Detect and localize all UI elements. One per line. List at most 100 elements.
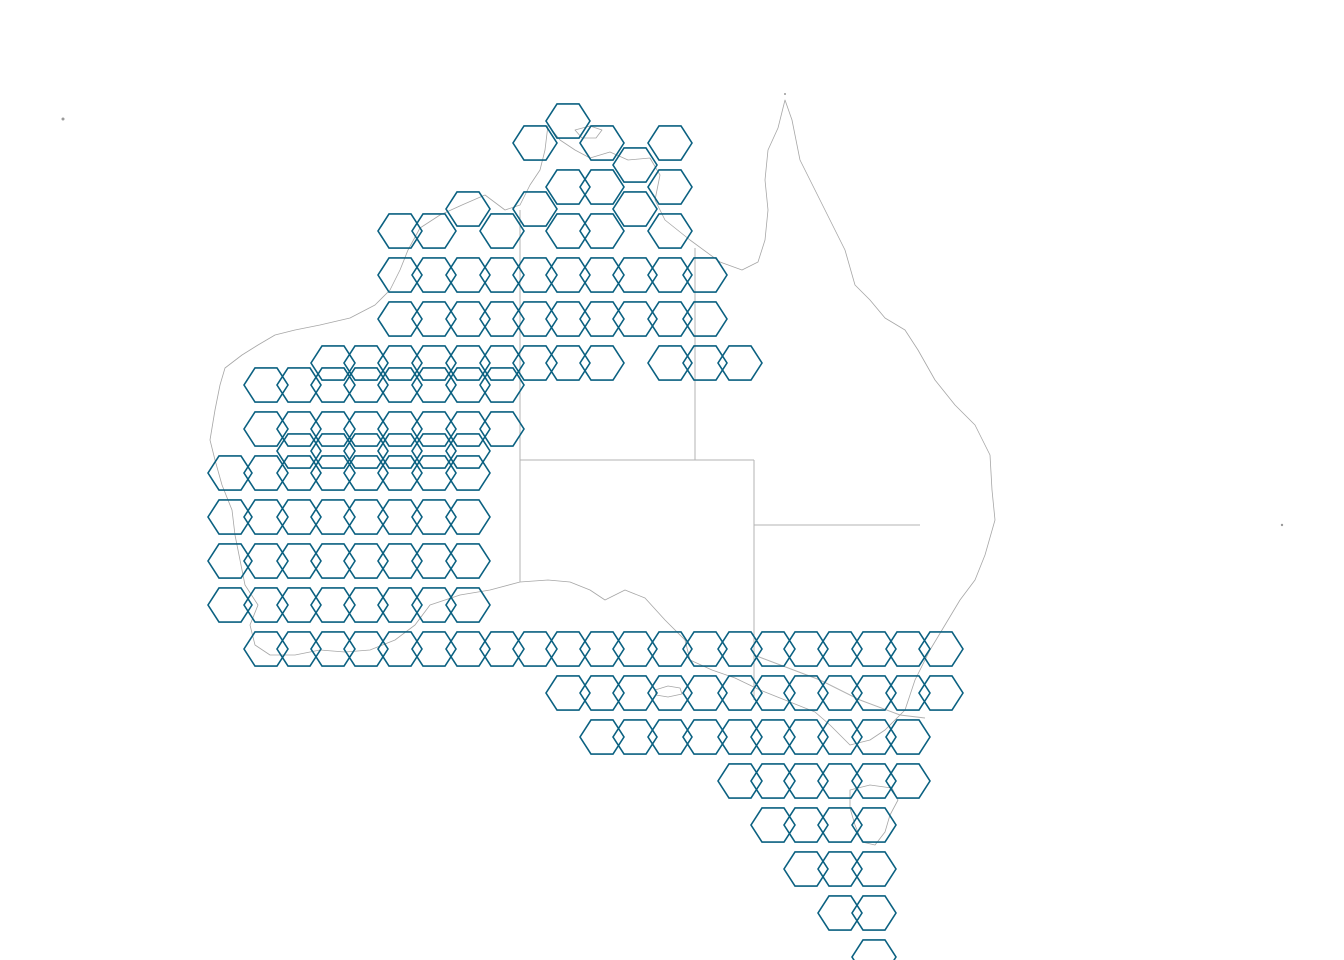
- hex-cell: [411, 587, 457, 623]
- hex-cell: [817, 675, 863, 711]
- hex-cell: [717, 719, 763, 755]
- hex-cell: [377, 345, 423, 381]
- tasmania-coastline: [849, 784, 899, 846]
- hex-cell: [612, 301, 658, 337]
- hex-cell: [445, 345, 491, 381]
- hex-cell: [343, 345, 389, 381]
- hex-cell: [343, 587, 389, 623]
- hex-cell: [310, 411, 356, 447]
- hex-cell: [717, 631, 763, 667]
- hex-cell: [717, 345, 763, 381]
- hex-cell: [377, 301, 423, 337]
- hex-cell: [411, 631, 457, 667]
- hex-cell: [411, 433, 457, 469]
- hex-cell: [612, 675, 658, 711]
- nsw-vic-border: [753, 654, 926, 719]
- hex-cell: [851, 719, 897, 755]
- hex-cell: [512, 345, 558, 381]
- hex-cell: [207, 499, 253, 535]
- hex-cell: [411, 367, 457, 403]
- hex-cell: [579, 213, 625, 249]
- hex-cell: [343, 499, 389, 535]
- island-marker-west: [61, 117, 65, 121]
- hex-cell: [512, 191, 558, 227]
- hex-cell: [377, 499, 423, 535]
- hex-cell: [817, 807, 863, 843]
- hex-cell: [612, 147, 658, 183]
- hex-cell: [479, 301, 525, 337]
- hex-cell: [851, 895, 897, 931]
- hex-cell: [445, 301, 491, 337]
- hex-cell: [682, 257, 728, 293]
- hex-cell: [445, 433, 491, 469]
- hex-cell: [343, 433, 389, 469]
- hex-cell: [276, 367, 322, 403]
- hex-cell: [579, 257, 625, 293]
- hex-cell: [612, 257, 658, 293]
- hex-cell: [545, 631, 591, 667]
- hex-cell: [377, 257, 423, 293]
- island-marker-north: [784, 93, 786, 95]
- hex-cell: [647, 675, 693, 711]
- hex-cell: [612, 631, 658, 667]
- hex-cell: [411, 301, 457, 337]
- hex-cell: [276, 543, 322, 579]
- hex-cell: [243, 455, 289, 491]
- hex-cell: [682, 631, 728, 667]
- hex-cell: [851, 631, 897, 667]
- hex-cell: [851, 763, 897, 799]
- hex-cell: [377, 587, 423, 623]
- hex-cell: [445, 543, 491, 579]
- hex-cell: [750, 807, 796, 843]
- hex-cell: [343, 411, 389, 447]
- hex-cell: [682, 301, 728, 337]
- hex-cell: [276, 433, 322, 469]
- hex-cell: [579, 675, 625, 711]
- hex-cell: [310, 631, 356, 667]
- hex-cell: [243, 411, 289, 447]
- hex-cell: [276, 455, 322, 491]
- hex-cell: [411, 543, 457, 579]
- hex-cell: [512, 301, 558, 337]
- hex-cell: [851, 807, 897, 843]
- hex-cell: [445, 367, 491, 403]
- hex-cell: [411, 411, 457, 447]
- hex-cell: [445, 411, 491, 447]
- hex-cell: [243, 631, 289, 667]
- hex-cell: [817, 719, 863, 755]
- hex-cell: [276, 411, 322, 447]
- hex-cell: [851, 675, 897, 711]
- hex-cell: [579, 345, 625, 381]
- hex-cell: [885, 631, 931, 667]
- hex-cell: [579, 125, 625, 161]
- hex-cell: [717, 675, 763, 711]
- hex-cell: [545, 257, 591, 293]
- hex-cell: [750, 763, 796, 799]
- hex-cell: [479, 213, 525, 249]
- hex-cell: [207, 587, 253, 623]
- hex-cell: [411, 257, 457, 293]
- hex-cell: [243, 367, 289, 403]
- hex-cell: [512, 257, 558, 293]
- hex-cell: [310, 433, 356, 469]
- hex-cell: [817, 763, 863, 799]
- hex-cell: [851, 851, 897, 887]
- island-marker-east: [1280, 523, 1284, 527]
- hex-cell: [479, 411, 525, 447]
- hex-cell: [377, 433, 423, 469]
- hex-cell: [682, 345, 728, 381]
- hex-cell: [579, 719, 625, 755]
- hex-cell: [817, 631, 863, 667]
- hexagon-grid: [207, 103, 964, 960]
- hex-cell: [276, 587, 322, 623]
- hex-cell: [343, 455, 389, 491]
- hex-cell: [243, 499, 289, 535]
- hex-cell: [545, 169, 591, 205]
- hex-cell: [310, 455, 356, 491]
- kangaroo-island-coastline: [654, 685, 683, 698]
- hex-cell: [310, 543, 356, 579]
- hex-cell: [411, 455, 457, 491]
- hex-cell: [682, 675, 728, 711]
- hex-cell: [512, 125, 558, 161]
